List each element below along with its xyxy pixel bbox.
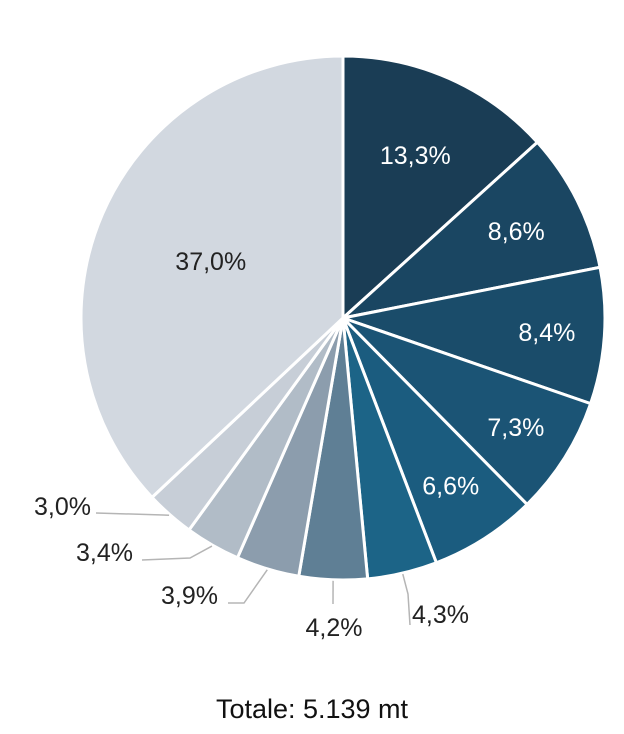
slice-label: 8,4%: [518, 319, 575, 347]
pie-slice: [79, 54, 345, 500]
slice-label: 13,3%: [380, 142, 451, 170]
slice-label: 4,3%: [412, 601, 469, 629]
slice-label: 6,6%: [422, 472, 479, 500]
pie-slice: [341, 316, 593, 507]
pie-slice: [337, 265, 607, 406]
slice-label: 3,9%: [161, 582, 218, 610]
slice-label: 7,3%: [487, 414, 544, 442]
slice-label: 8,6%: [488, 218, 545, 246]
leader-line: [95, 512, 170, 517]
slice-label: 37,0%: [175, 248, 246, 276]
pie-slice: [341, 316, 530, 565]
pie-chart: 13,3% 8,6% 8,4% 7,3% 6,6% 4,3% 4,2% 3,9% 3,4% 3,0…: [34, 54, 607, 642]
leader-line: [228, 569, 268, 604]
slice-label: 3,0%: [34, 493, 91, 521]
total-caption: Totale: 5.139 mt: [215, 694, 409, 724]
leader-line: [141, 545, 213, 561]
leader-line: [402, 573, 411, 626]
pie-slice: [341, 54, 540, 322]
pie-slice: [337, 140, 602, 321]
slice-label: 4,2%: [306, 614, 363, 642]
slice-label: 3,4%: [76, 539, 133, 567]
